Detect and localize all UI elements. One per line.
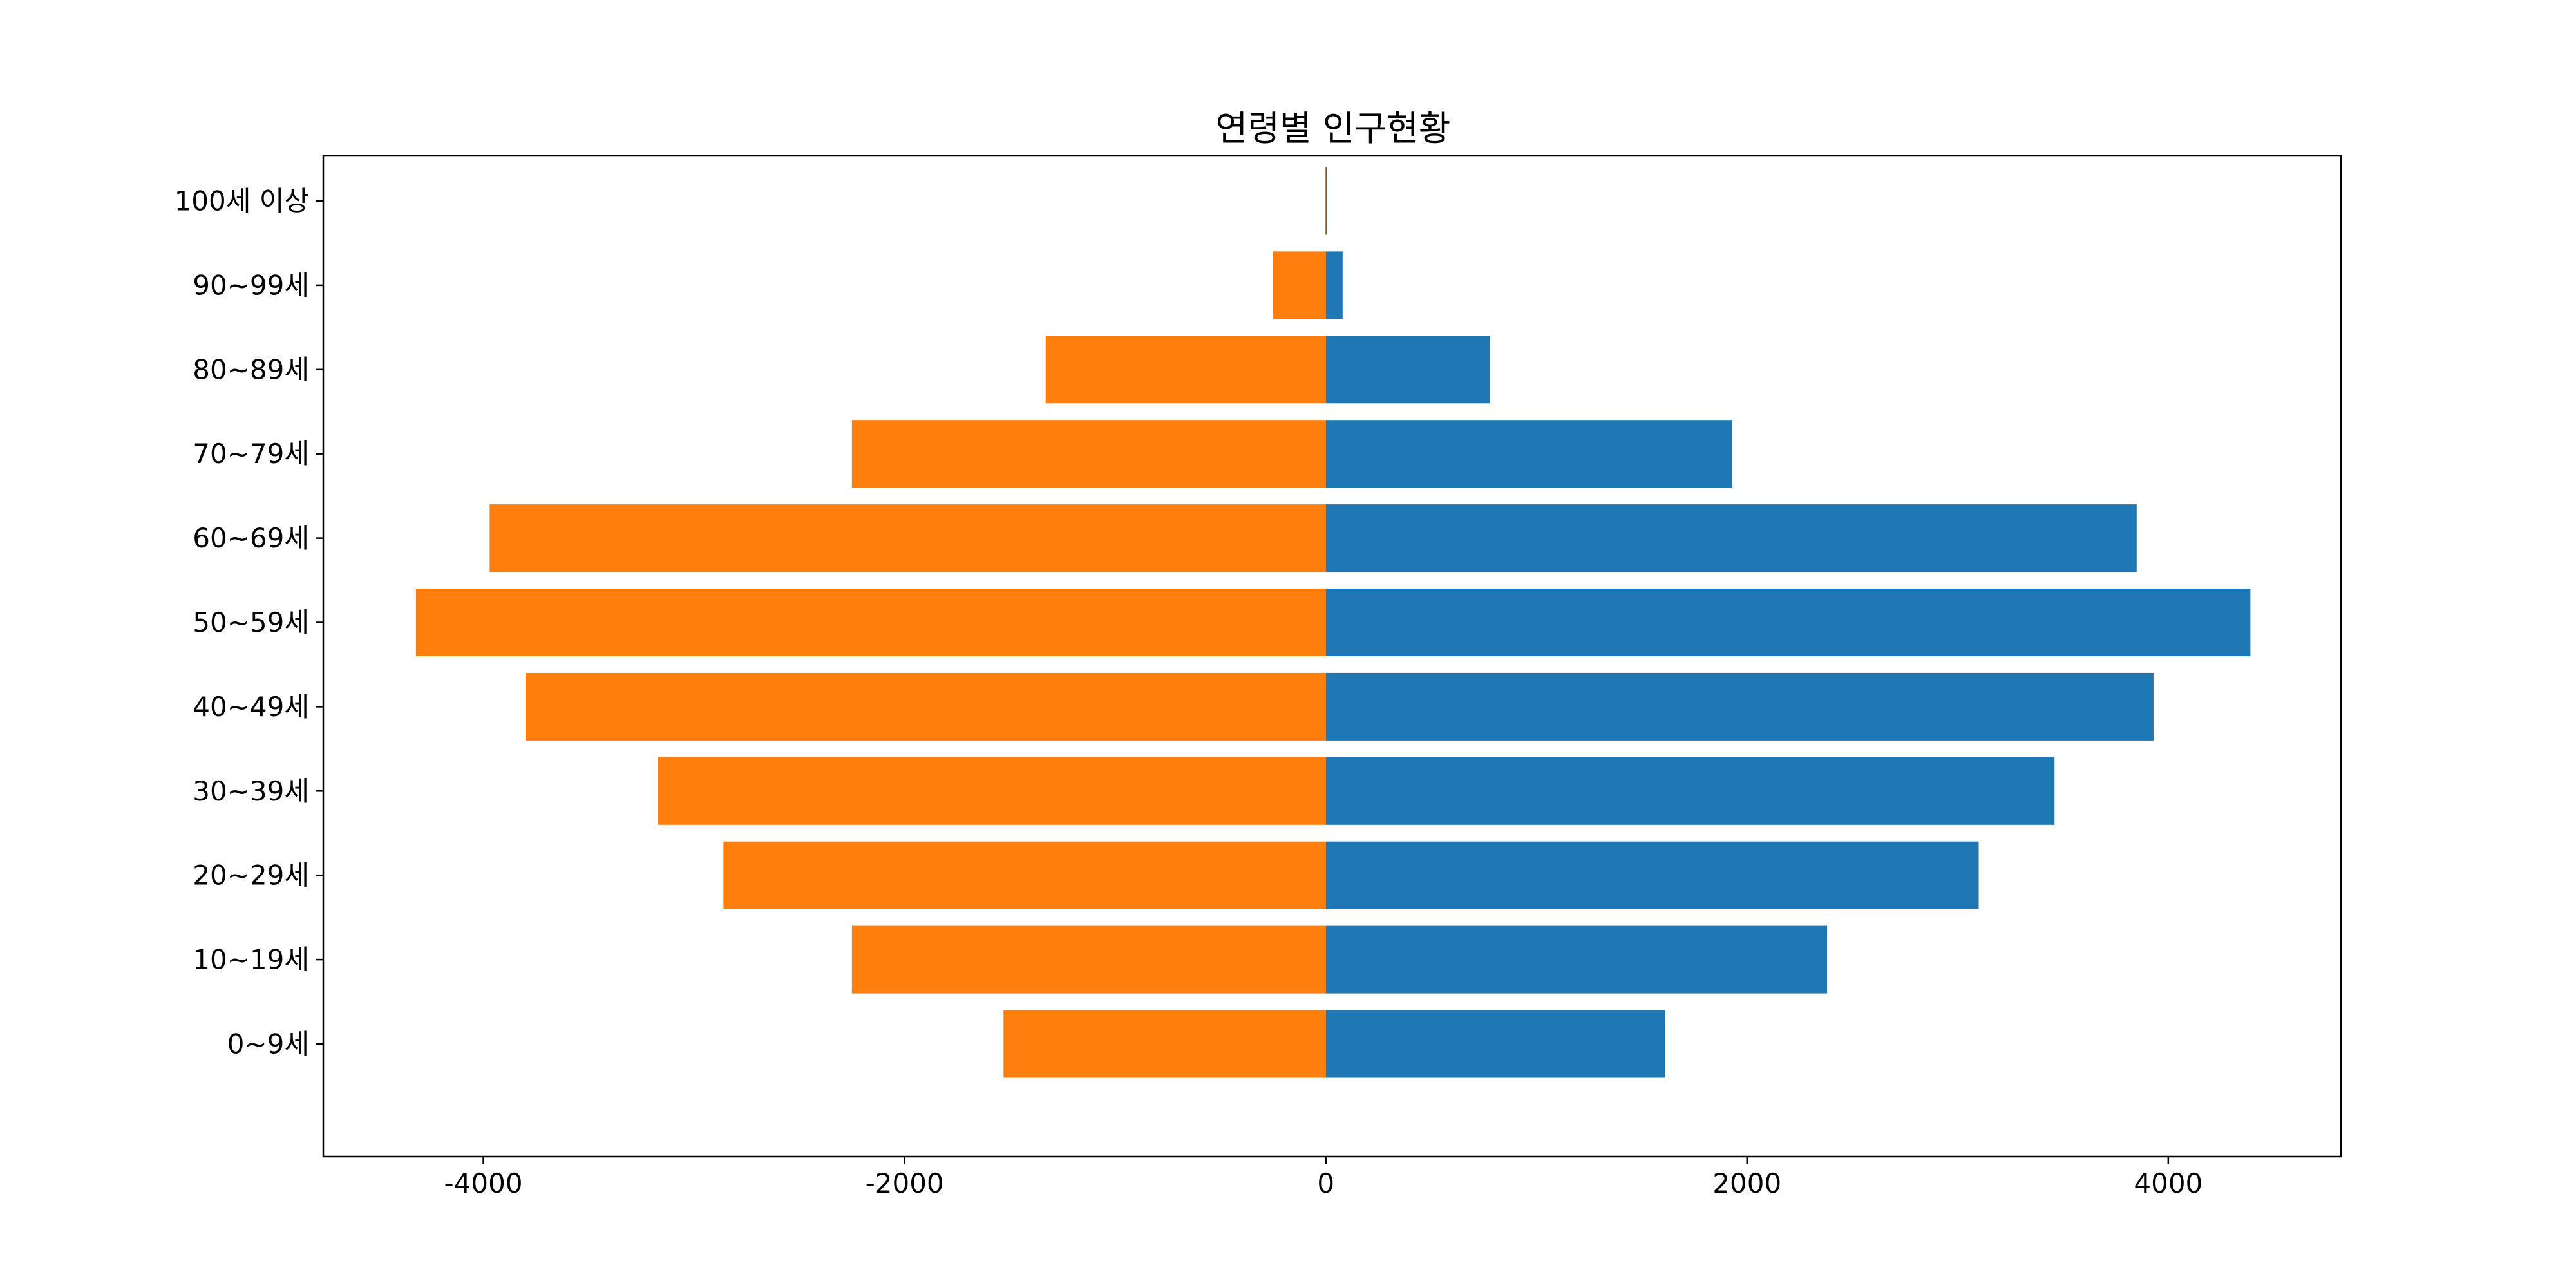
y-tick-label: 80~89세 bbox=[193, 354, 309, 385]
y-axis: 0~9세 10~19세 20~29세 30~39세 40~49세 50~59세 60~69세… bbox=[175, 185, 323, 1060]
bar-series2-1 bbox=[1325, 925, 1828, 994]
x-tick-label: -2000 bbox=[866, 1168, 944, 1199]
plot-frame bbox=[322, 155, 2342, 1158]
bar-series1-5 bbox=[415, 589, 1326, 656]
bar-series1-6 bbox=[489, 504, 1326, 573]
bar-series1-10 bbox=[1325, 167, 1326, 235]
y-tick-label: 30~39세 bbox=[193, 775, 309, 807]
bar-series1-8 bbox=[1045, 336, 1326, 404]
y-tick-label: 0~9세 bbox=[227, 1028, 309, 1060]
bar-series2-6 bbox=[1325, 504, 2137, 573]
x-tick-label: -4000 bbox=[444, 1168, 523, 1199]
bar-series1-0 bbox=[1003, 1010, 1326, 1078]
bar-series1-2 bbox=[723, 841, 1326, 909]
bars-group bbox=[415, 167, 2251, 1078]
bar-series2-0 bbox=[1325, 1010, 1665, 1078]
bar-series2-3 bbox=[1325, 757, 2055, 825]
x-tick-label: 4000 bbox=[2134, 1168, 2202, 1199]
y-tick-label: 40~49세 bbox=[193, 691, 309, 723]
bar-series2-2 bbox=[1325, 841, 1979, 909]
bar-series2-4 bbox=[1325, 672, 2154, 741]
bar-series2-8 bbox=[1325, 336, 1490, 404]
y-tick-label: 100세 이상 bbox=[175, 185, 309, 217]
bar-series2-9 bbox=[1325, 251, 1343, 319]
bar-series2-5 bbox=[1325, 589, 2251, 656]
bar-series1-9 bbox=[1273, 251, 1326, 319]
bar-series1-3 bbox=[658, 757, 1326, 825]
y-tick-label: 10~19세 bbox=[193, 944, 309, 976]
bar-series1-4 bbox=[525, 672, 1326, 741]
y-tick-label: 60~69세 bbox=[193, 522, 309, 554]
x-axis: -4000 -2000 0 2000 4000 bbox=[444, 1157, 2202, 1199]
x-tick-label: 2000 bbox=[1712, 1168, 1781, 1199]
y-tick-label: 90~99세 bbox=[193, 269, 309, 301]
bar-series1-1 bbox=[851, 925, 1326, 994]
chart-title: 연령별 인구현황 bbox=[1216, 108, 1451, 149]
y-tick-label: 50~59세 bbox=[193, 607, 309, 638]
y-tick-label: 70~79세 bbox=[193, 438, 309, 469]
bar-series2-10 bbox=[1325, 167, 1327, 235]
bar-series1-7 bbox=[851, 420, 1326, 488]
x-tick-label: 0 bbox=[1317, 1168, 1334, 1199]
bar-series2-7 bbox=[1325, 420, 1732, 488]
y-tick-label: 20~29세 bbox=[193, 860, 309, 891]
